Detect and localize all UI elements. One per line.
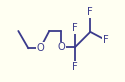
Text: F: F <box>72 23 78 33</box>
Text: F: F <box>72 62 78 72</box>
Text: O: O <box>36 43 44 53</box>
Text: F: F <box>103 35 109 45</box>
Text: O: O <box>57 42 65 52</box>
Text: F: F <box>87 7 93 17</box>
